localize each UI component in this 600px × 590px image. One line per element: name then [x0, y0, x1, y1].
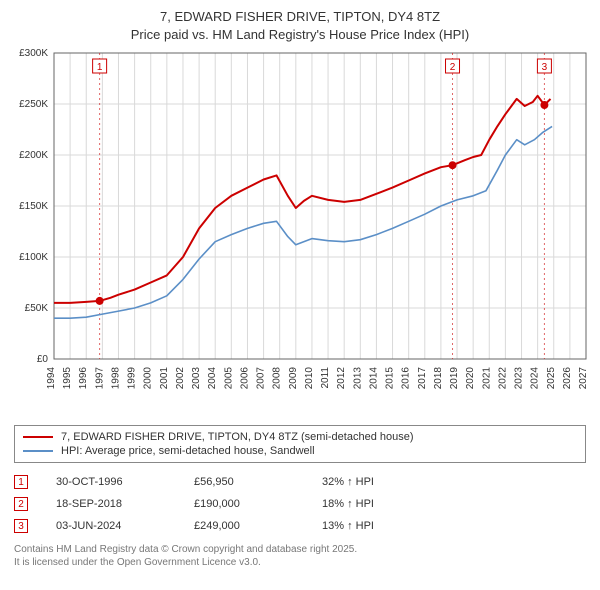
svg-text:2004: 2004 — [207, 367, 218, 390]
svg-text:£250K: £250K — [19, 99, 48, 110]
legend-item: HPI: Average price, semi-detached house,… — [23, 444, 577, 458]
svg-text:1999: 1999 — [127, 367, 138, 390]
transaction-delta: 13% ↑ HPI — [322, 520, 422, 532]
svg-text:2019: 2019 — [449, 367, 460, 390]
chart-plot-area: £0 £50K £100K £150K £200K £250K £300K 1994 1995 1… — [10, 49, 590, 419]
svg-text:2000: 2000 — [143, 367, 154, 390]
svg-text:£50K: £50K — [25, 303, 49, 314]
legend-item: 7, EDWARD FISHER DRIVE, TIPTON, DY4 8TZ … — [23, 430, 577, 444]
svg-text:2009: 2009 — [288, 367, 299, 390]
svg-text:£200K: £200K — [19, 150, 48, 161]
svg-text:2014: 2014 — [368, 367, 379, 390]
svg-text:2024: 2024 — [530, 367, 541, 390]
footnote: Contains HM Land Registry data © Crown c… — [14, 543, 586, 569]
svg-text:2011: 2011 — [320, 367, 331, 389]
svg-text:2010: 2010 — [304, 367, 315, 390]
svg-text:1998: 1998 — [110, 367, 121, 390]
transaction-marker: 2 — [14, 497, 28, 511]
svg-text:2007: 2007 — [256, 367, 267, 390]
svg-text:£300K: £300K — [19, 49, 48, 59]
legend-swatch — [23, 436, 53, 438]
svg-text:2013: 2013 — [352, 367, 363, 390]
legend-swatch — [23, 450, 53, 452]
svg-text:1995: 1995 — [62, 367, 73, 390]
svg-text:2002: 2002 — [175, 367, 186, 390]
transaction-date: 30-OCT-1996 — [56, 476, 166, 488]
svg-text:2027: 2027 — [578, 367, 589, 390]
svg-text:2021: 2021 — [481, 367, 492, 390]
footnote-line: It is licensed under the Open Government… — [14, 556, 586, 569]
svg-text:2026: 2026 — [562, 367, 573, 390]
transaction-price: £249,000 — [194, 520, 294, 532]
svg-text:1997: 1997 — [94, 367, 105, 390]
svg-text:2012: 2012 — [336, 367, 347, 390]
svg-text:£0: £0 — [37, 354, 49, 365]
transaction-delta: 32% ↑ HPI — [322, 476, 422, 488]
svg-text:2018: 2018 — [433, 367, 444, 390]
svg-text:1: 1 — [97, 62, 103, 73]
svg-text:2008: 2008 — [272, 367, 283, 390]
svg-text:£150K: £150K — [19, 201, 48, 212]
svg-text:2016: 2016 — [401, 367, 412, 390]
svg-text:2015: 2015 — [385, 367, 396, 390]
footnote-line: Contains HM Land Registry data © Crown c… — [14, 543, 586, 556]
transactions-table: 1 30-OCT-1996 £56,950 32% ↑ HPI 2 18-SEP… — [14, 471, 586, 537]
transaction-delta: 18% ↑ HPI — [322, 498, 422, 510]
svg-text:2: 2 — [450, 62, 456, 73]
svg-text:2005: 2005 — [223, 367, 234, 390]
title-address: 7, EDWARD FISHER DRIVE, TIPTON, DY4 8TZ — [10, 8, 590, 26]
svg-text:2003: 2003 — [191, 367, 202, 390]
svg-text:2025: 2025 — [546, 367, 557, 390]
transaction-date: 18-SEP-2018 — [56, 498, 166, 510]
transaction-marker: 1 — [14, 475, 28, 489]
legend-label: HPI: Average price, semi-detached house,… — [61, 445, 315, 457]
legend-label: 7, EDWARD FISHER DRIVE, TIPTON, DY4 8TZ … — [61, 431, 414, 443]
svg-text:2023: 2023 — [514, 367, 525, 390]
transaction-price: £190,000 — [194, 498, 294, 510]
svg-text:3: 3 — [542, 62, 548, 73]
transaction-price: £56,950 — [194, 476, 294, 488]
chart-titles: 7, EDWARD FISHER DRIVE, TIPTON, DY4 8TZ … — [10, 8, 590, 43]
table-row: 1 30-OCT-1996 £56,950 32% ↑ HPI — [14, 471, 586, 493]
transaction-date: 03-JUN-2024 — [56, 520, 166, 532]
chart-svg: £0 £50K £100K £150K £200K £250K £300K 1994 1995 1… — [10, 49, 590, 419]
svg-text:1994: 1994 — [46, 367, 57, 390]
svg-text:£100K: £100K — [19, 252, 48, 263]
svg-text:2017: 2017 — [417, 367, 428, 390]
svg-text:2001: 2001 — [159, 367, 170, 390]
table-row: 2 18-SEP-2018 £190,000 18% ↑ HPI — [14, 493, 586, 515]
title-subtitle: Price paid vs. HM Land Registry's House … — [10, 26, 590, 44]
svg-text:2020: 2020 — [465, 367, 476, 390]
svg-text:1996: 1996 — [78, 367, 89, 390]
svg-text:2022: 2022 — [497, 367, 508, 390]
chart-container: 7, EDWARD FISHER DRIVE, TIPTON, DY4 8TZ … — [0, 0, 600, 590]
table-row: 3 03-JUN-2024 £249,000 13% ↑ HPI — [14, 515, 586, 537]
svg-text:2006: 2006 — [239, 367, 250, 390]
legend: 7, EDWARD FISHER DRIVE, TIPTON, DY4 8TZ … — [14, 425, 586, 463]
transaction-marker: 3 — [14, 519, 28, 533]
